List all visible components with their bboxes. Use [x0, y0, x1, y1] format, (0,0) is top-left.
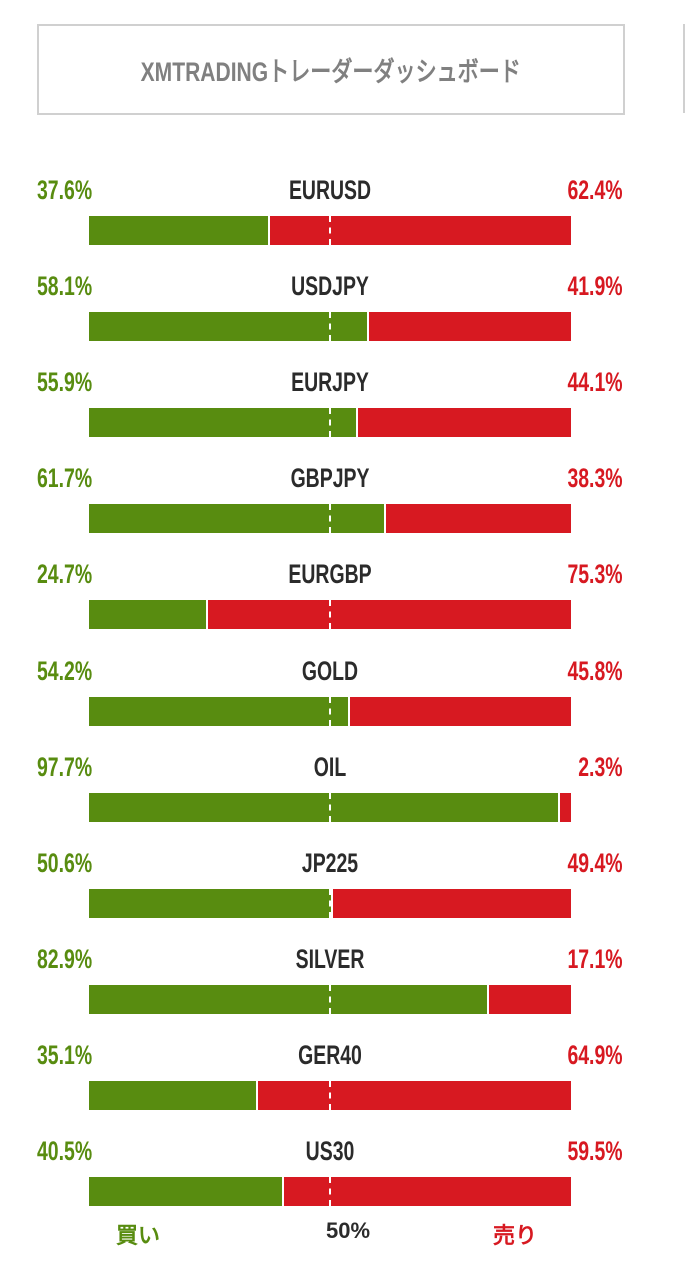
midpoint-line — [329, 312, 331, 342]
symbol-name: EURGBP — [288, 559, 372, 590]
buy-fill — [89, 600, 209, 630]
sentiment-bar — [89, 1080, 571, 1110]
symbol-name: GBPJPY — [290, 463, 370, 494]
midpoint-line — [329, 1080, 331, 1110]
sell-percent: 64.9% — [567, 1039, 623, 1070]
buy-fill — [89, 888, 333, 918]
buy-percent: 40.5% — [37, 1136, 93, 1166]
sentiment-row: 24.7% EURGBP 75.3% — [0, 559, 685, 669]
sentiment-bar — [89, 1177, 571, 1206]
sentiment-bar — [89, 888, 571, 918]
sell-percent: 44.1% — [567, 367, 623, 398]
midpoint-line — [329, 600, 331, 630]
buy-percent: 24.7% — [37, 559, 93, 590]
buy-percent: 35.1% — [37, 1039, 93, 1070]
symbol-name: EURJPY — [291, 367, 369, 398]
sentiment-row: 35.1% GER40 64.9% — [0, 1040, 685, 1150]
midpoint-line — [329, 216, 331, 245]
buy-percent: 58.1% — [37, 271, 93, 302]
buy-percent: 55.9% — [37, 367, 93, 398]
sell-percent: 2.3% — [578, 751, 623, 782]
symbol-name: US30 — [305, 1136, 355, 1166]
sentiment-bar — [89, 792, 571, 822]
buy-fill — [89, 312, 370, 342]
adjacent-panel-edge — [683, 24, 685, 113]
symbol-name: GER40 — [298, 1039, 362, 1070]
buy-percent: 50.6% — [37, 847, 93, 878]
symbol-name: EURUSD — [288, 175, 372, 205]
buy-fill — [89, 696, 351, 726]
midpoint-line — [329, 408, 331, 438]
legend-buy: 買い — [115, 1223, 161, 1248]
buy-fill — [89, 504, 387, 534]
sentiment-bar — [89, 312, 571, 342]
sentiment-bar — [89, 984, 571, 1014]
sentiment-row: 37.6% EURUSD 62.4% — [0, 175, 685, 285]
sentiment-bar — [89, 216, 571, 245]
sentiment-row: 97.7% OIL 2.3% — [0, 752, 685, 862]
buy-percent: 54.2% — [37, 655, 93, 686]
buy-fill — [89, 1177, 285, 1206]
buy-percent: 37.6% — [37, 175, 93, 205]
midpoint-line — [329, 888, 331, 918]
symbol-name: OIL — [313, 751, 347, 782]
legend-midpoint: 50% — [325, 1218, 371, 1243]
midpoint-line — [329, 1177, 331, 1206]
sell-percent: 45.8% — [567, 655, 623, 686]
buy-fill — [89, 984, 489, 1014]
sentiment-bar — [89, 600, 571, 630]
dashboard-title: XMTRADINGトレーダーダッシュボード — [140, 57, 522, 87]
sentiment-row: 40.5% US30 59.5% — [0, 1136, 685, 1246]
buy-percent: 97.7% — [37, 751, 93, 782]
buy-fill — [89, 1080, 259, 1110]
sentiment-row: 61.7% GBPJPY 38.3% — [0, 463, 685, 573]
sell-percent: 59.5% — [567, 1136, 623, 1166]
legend-sell: 売り — [492, 1223, 538, 1248]
sell-percent: 75.3% — [567, 559, 623, 590]
sell-percent: 41.9% — [567, 271, 623, 302]
midpoint-line — [329, 984, 331, 1014]
symbol-name: SILVER — [295, 943, 365, 974]
sentiment-bar — [89, 504, 571, 534]
sell-percent: 38.3% — [567, 463, 623, 494]
sentiment-row: 54.2% GOLD 45.8% — [0, 656, 685, 766]
symbol-name: JP225 — [301, 847, 359, 878]
sell-percent: 49.4% — [567, 847, 623, 878]
buy-fill — [89, 216, 271, 245]
symbol-name: USDJPY — [291, 271, 369, 302]
midpoint-line — [329, 792, 331, 822]
sentiment-row: 58.1% USDJPY 41.9% — [0, 271, 685, 381]
sentiment-row: 50.6% JP225 49.4% — [0, 848, 685, 958]
buy-percent: 82.9% — [37, 943, 93, 974]
symbol-name: GOLD — [301, 655, 359, 686]
buy-fill — [89, 408, 359, 438]
sell-percent: 17.1% — [567, 943, 623, 974]
midpoint-line — [329, 696, 331, 726]
sentiment-bar — [89, 408, 571, 438]
sentiment-row: 55.9% EURJPY 44.1% — [0, 367, 685, 477]
midpoint-line — [329, 504, 331, 534]
buy-fill — [89, 792, 560, 822]
sell-percent: 62.4% — [567, 175, 623, 205]
dashboard-title-box: XMTRADINGトレーダーダッシュボード — [37, 24, 625, 115]
sentiment-row: 82.9% SILVER 17.1% — [0, 944, 685, 1054]
sentiment-bar — [89, 696, 571, 726]
buy-percent: 61.7% — [37, 463, 93, 494]
